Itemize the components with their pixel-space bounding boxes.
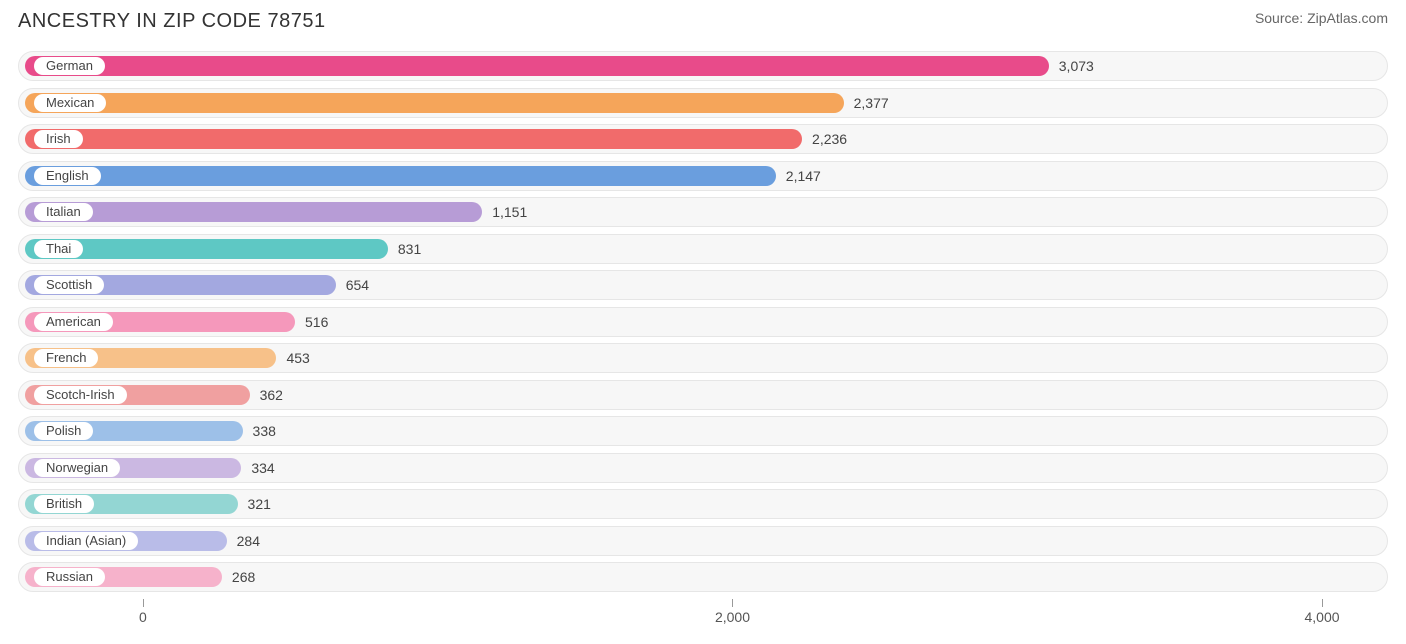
- bar-value-label: 3,073: [1049, 51, 1094, 81]
- bar-value-label: 831: [388, 234, 421, 264]
- bar-fill: [25, 93, 844, 113]
- bar-row: Thai 831: [18, 234, 1388, 264]
- bar-value-label: 321: [238, 489, 271, 519]
- bar-category-label: Irish: [34, 130, 83, 148]
- bar-row: Irish 2,236: [18, 124, 1388, 154]
- ancestry-bar-chart: ANCESTRY IN ZIP CODE 78751 Source: ZipAt…: [0, 0, 1406, 644]
- bar-row: Scotch-Irish 362: [18, 380, 1388, 410]
- bar-category-label: Polish: [34, 422, 93, 440]
- bar-fill: [25, 56, 1049, 76]
- bar-row: American 516: [18, 307, 1388, 337]
- bar-value-label: 654: [336, 270, 369, 300]
- bar-value-label: 268: [222, 562, 255, 592]
- bar-category-label: German: [34, 57, 105, 75]
- bar-row: Mexican 2,377: [18, 88, 1388, 118]
- bar-value-label: 2,147: [776, 161, 821, 191]
- bar-category-label: Scottish: [34, 276, 104, 294]
- bar-fill: [25, 129, 802, 149]
- bar-category-label: Italian: [34, 203, 93, 221]
- bar-category-label: Russian: [34, 568, 105, 586]
- x-tick-label: 2,000: [715, 609, 750, 625]
- bar-value-label: 453: [276, 343, 309, 373]
- bar-category-label: Norwegian: [34, 459, 120, 477]
- bar-row: Russian 268: [18, 562, 1388, 592]
- bar-category-label: English: [34, 167, 101, 185]
- bar-row: French 453: [18, 343, 1388, 373]
- bar-value-label: 338: [243, 416, 276, 446]
- bar-category-label: American: [34, 313, 113, 331]
- bar-row: Italian 1,151: [18, 197, 1388, 227]
- bar-value-label: 1,151: [482, 197, 527, 227]
- bar-value-label: 516: [295, 307, 328, 337]
- x-tick-label: 0: [139, 609, 147, 625]
- bar-value-label: 334: [241, 453, 274, 483]
- chart-title: ANCESTRY IN ZIP CODE 78751: [18, 10, 326, 33]
- bar-category-label: Thai: [34, 240, 83, 258]
- chart-source: Source: ZipAtlas.com: [1255, 10, 1388, 26]
- chart-header: ANCESTRY IN ZIP CODE 78751 Source: ZipAt…: [18, 10, 1388, 33]
- bar-value-label: 2,377: [844, 88, 889, 118]
- bar-row: Polish 338: [18, 416, 1388, 446]
- bar-fill: [25, 166, 776, 186]
- bar-value-label: 284: [227, 526, 260, 556]
- bar-category-label: British: [34, 495, 94, 513]
- x-tick: [143, 599, 144, 607]
- chart-rows: German 3,073 Mexican 2,377 Irish 2,236 English…: [18, 51, 1388, 592]
- bar-category-label: Mexican: [34, 94, 106, 112]
- x-tick: [732, 599, 733, 607]
- bar-category-label: Indian (Asian): [34, 532, 138, 550]
- bar-row: Indian (Asian) 284: [18, 526, 1388, 556]
- bar-row: English 2,147: [18, 161, 1388, 191]
- bar-row: British 321: [18, 489, 1388, 519]
- bar-category-label: French: [34, 349, 98, 367]
- bar-value-label: 362: [250, 380, 283, 410]
- bar-category-label: Scotch-Irish: [34, 386, 127, 404]
- bar-row: Scottish 654: [18, 270, 1388, 300]
- x-tick-label: 4,000: [1305, 609, 1340, 625]
- bar-fill: [25, 202, 482, 222]
- bar-row: German 3,073: [18, 51, 1388, 81]
- bar-row: Norwegian 334: [18, 453, 1388, 483]
- x-tick: [1322, 599, 1323, 607]
- x-axis: 0 2,000 4,000: [18, 599, 1388, 629]
- bar-value-label: 2,236: [802, 124, 847, 154]
